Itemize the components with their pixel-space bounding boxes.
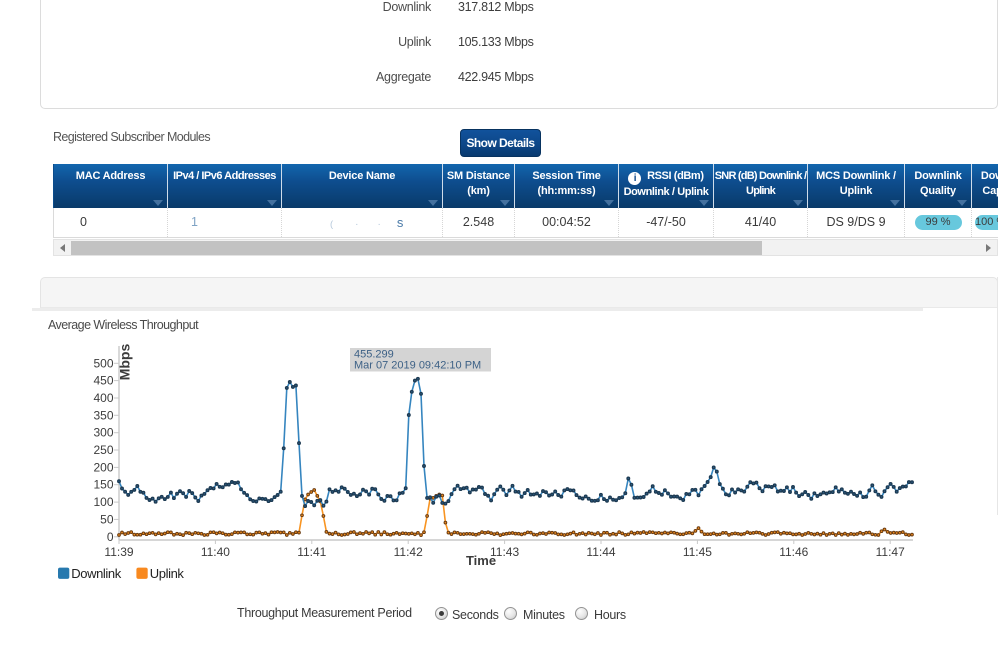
svg-text:11:45: 11:45 [683,545,712,559]
svg-text:300: 300 [93,426,113,440]
svg-text:11:42: 11:42 [394,545,423,559]
svg-text:150: 150 [93,478,113,492]
svg-text:11:40: 11:40 [201,545,230,559]
svg-text:11:41: 11:41 [297,545,326,559]
svg-text:11:39: 11:39 [104,545,133,559]
svg-text:0: 0 [107,530,114,544]
svg-text:400: 400 [93,391,113,405]
svg-text:Mbps: Mbps [117,344,133,381]
svg-text:11:47: 11:47 [876,545,905,559]
svg-text:11:43: 11:43 [490,545,519,559]
svg-text:200: 200 [93,460,113,474]
svg-text:Uplink: Uplink [150,566,185,581]
svg-text:Downlink: Downlink [71,566,121,581]
svg-text:11:46: 11:46 [779,545,808,559]
svg-text:450: 450 [93,374,113,388]
svg-text:250: 250 [93,443,113,457]
svg-text:Mar 07 2019 09:42:10 PM: Mar 07 2019 09:42:10 PM [354,360,481,372]
svg-text:11:44: 11:44 [586,545,615,559]
svg-text:Time: Time [466,553,496,568]
svg-text:100: 100 [93,495,113,509]
svg-text:350: 350 [93,408,113,422]
svg-text:50: 50 [100,512,114,526]
svg-text:500: 500 [93,356,113,370]
svg-text:455.299: 455.299 [354,349,394,361]
